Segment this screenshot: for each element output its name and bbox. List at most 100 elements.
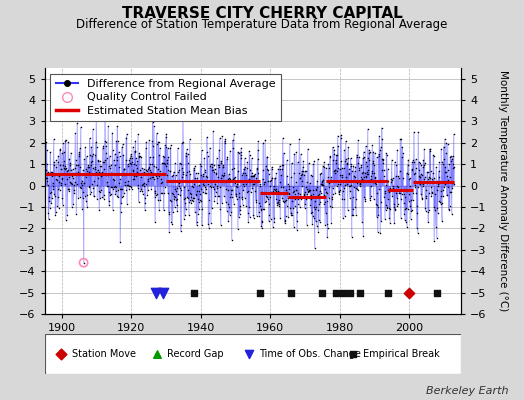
Point xyxy=(312,223,321,230)
Point xyxy=(259,206,267,212)
Point xyxy=(351,204,359,210)
Point xyxy=(43,160,51,167)
Point xyxy=(368,142,376,148)
Point xyxy=(237,196,246,202)
Point xyxy=(114,138,122,144)
Point xyxy=(108,207,117,213)
Point xyxy=(405,190,413,197)
Point xyxy=(242,172,250,178)
Point xyxy=(134,131,142,137)
Point xyxy=(207,184,215,190)
Point xyxy=(359,232,367,239)
Point xyxy=(257,218,266,224)
Point xyxy=(424,219,432,226)
Point xyxy=(443,140,452,147)
Point xyxy=(118,194,126,200)
Point xyxy=(315,188,324,194)
Point xyxy=(61,163,70,170)
Point xyxy=(345,166,353,172)
Point xyxy=(182,150,190,156)
Point xyxy=(51,172,59,178)
Point xyxy=(170,204,179,210)
Point xyxy=(404,170,412,177)
Point xyxy=(163,156,171,163)
Point xyxy=(45,216,53,223)
Point xyxy=(215,162,224,168)
Point xyxy=(366,195,375,201)
Point xyxy=(227,236,236,243)
Point xyxy=(100,166,108,173)
Point xyxy=(239,187,248,193)
Point xyxy=(408,166,416,173)
Point xyxy=(111,162,119,168)
Point xyxy=(48,183,57,189)
Point xyxy=(436,201,445,208)
Point xyxy=(288,198,296,204)
Point xyxy=(238,172,246,178)
Point xyxy=(193,222,201,228)
Point xyxy=(407,196,415,203)
Point xyxy=(81,197,90,204)
Point xyxy=(91,166,99,172)
Point xyxy=(113,154,121,160)
Point xyxy=(275,202,283,209)
Point xyxy=(445,203,454,210)
Point xyxy=(395,186,403,193)
Point xyxy=(346,155,355,161)
Point xyxy=(251,171,259,178)
Point xyxy=(86,191,94,197)
Point xyxy=(416,174,424,180)
Point xyxy=(331,170,339,176)
Point xyxy=(96,163,104,169)
Point xyxy=(366,176,375,182)
Point xyxy=(227,191,235,197)
Point xyxy=(134,182,143,188)
Point xyxy=(303,222,311,228)
Point xyxy=(277,184,286,190)
Point xyxy=(52,157,60,163)
Point xyxy=(133,172,141,178)
Point xyxy=(143,168,151,174)
Point xyxy=(202,174,211,180)
Point xyxy=(153,175,161,182)
Point xyxy=(430,153,438,159)
Point xyxy=(384,290,392,296)
Point xyxy=(289,187,298,194)
Point xyxy=(92,139,100,146)
Point xyxy=(152,141,161,147)
Point xyxy=(86,162,95,168)
Point xyxy=(427,184,435,190)
Point xyxy=(335,188,343,194)
Point xyxy=(321,222,329,228)
Point xyxy=(328,196,336,202)
Point xyxy=(142,139,150,146)
Point xyxy=(366,149,374,155)
Point xyxy=(66,155,74,162)
Point xyxy=(280,198,289,204)
Point xyxy=(435,159,444,166)
Point xyxy=(445,161,453,168)
Point xyxy=(357,162,365,168)
Point xyxy=(178,165,187,172)
Point xyxy=(266,216,275,222)
Point xyxy=(420,176,428,182)
Legend: Difference from Regional Average, Quality Control Failed, Estimated Station Mean: Difference from Regional Average, Qualit… xyxy=(50,74,281,121)
Point xyxy=(204,210,213,216)
Point xyxy=(340,196,348,202)
Point xyxy=(389,201,398,207)
Point xyxy=(285,183,293,189)
Point xyxy=(358,176,366,182)
Point xyxy=(136,174,145,180)
Point xyxy=(429,178,437,185)
Point xyxy=(125,183,133,189)
Point xyxy=(198,147,206,153)
Point xyxy=(398,154,406,160)
Point xyxy=(74,194,83,201)
Point xyxy=(128,159,136,165)
Point xyxy=(422,195,430,202)
Point xyxy=(361,198,369,204)
Point xyxy=(182,153,190,159)
Point xyxy=(165,208,173,215)
Point xyxy=(343,180,351,187)
Point xyxy=(326,177,335,183)
